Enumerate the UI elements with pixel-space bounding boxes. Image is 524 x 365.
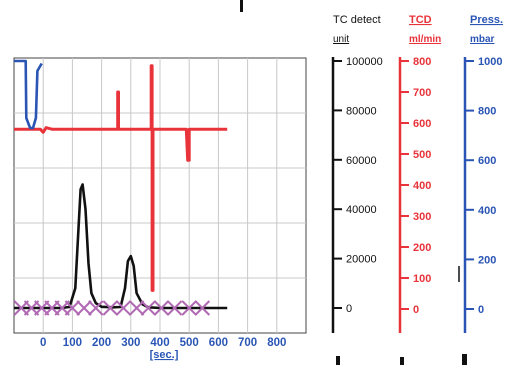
- x-marker: [64, 300, 81, 316]
- axis-tick-label: 500: [413, 149, 431, 161]
- series-line-tcd: [14, 183, 228, 310]
- cropped-top-fragments: [240, 0, 243, 12]
- x-marker: [181, 300, 197, 316]
- x-marker-stroke: [128, 300, 145, 316]
- x-tick-label: 400: [150, 337, 169, 349]
- x-marker: [76, 300, 92, 316]
- cropped-bottom-fragments: [336, 354, 467, 365]
- axis-tick-label: 600: [478, 155, 496, 167]
- axis-tick-label: 60000: [346, 155, 377, 167]
- x-tick-label: 300: [121, 337, 140, 349]
- axis-unit: mbar: [470, 34, 495, 45]
- axis-flow: 0 100 200 300 400 500 600 700 800 TCD ml/min: [398, 14, 441, 333]
- x-tick-label: 600: [209, 337, 228, 349]
- axis-tick-label: 20000: [346, 254, 377, 266]
- x-axis-label: [sec.]: [150, 349, 179, 361]
- axis-tick-label: 300: [413, 211, 431, 223]
- x-marker-stroke: [166, 300, 183, 316]
- axis-unit: ml/min: [409, 34, 441, 45]
- x-marker: [140, 300, 157, 316]
- axis-tick-label: 800: [478, 106, 496, 118]
- series-line-press: [14, 59, 43, 130]
- x-marker: [194, 300, 211, 316]
- axis-title: TC detect: [333, 14, 381, 26]
- x-marker: [153, 300, 170, 316]
- x-marker-stroke: [140, 300, 157, 316]
- x-tick-label: 0: [40, 337, 46, 349]
- axis-tick-label: 100000: [346, 56, 383, 68]
- x-marker-stroke: [88, 300, 104, 316]
- axis-unit: unit: [333, 34, 349, 45]
- x-tick-label: 200: [92, 337, 111, 349]
- axis-tcd: 0 20000 40000 60000 80000 100000 TC detect unit: [331, 14, 383, 333]
- axis-tick-label: 40000: [346, 204, 377, 216]
- x-marker-stroke: [76, 300, 92, 316]
- axis-press: 0 200 400 600 800 1000 Press. mbar: [463, 14, 503, 333]
- x-marker: [88, 300, 104, 316]
- series-line-flow: [14, 64, 228, 292]
- x-tick-label: 100: [63, 337, 82, 349]
- x-marker-stroke: [64, 300, 81, 316]
- axis-tick-label: 400: [478, 205, 496, 217]
- axis-tick-label: 400: [413, 180, 431, 192]
- x-marker: [166, 300, 183, 316]
- axis-tick-label: 0: [478, 304, 484, 316]
- x-marker-stroke: [181, 300, 197, 316]
- axis-tick-label: 0: [346, 303, 352, 315]
- axis-tick-label: 0: [413, 304, 419, 316]
- x-marker: [102, 300, 119, 316]
- axis-tick-label: 200: [413, 242, 431, 254]
- x-tick-label: 500: [180, 337, 199, 349]
- x-marker-stroke: [194, 300, 211, 316]
- x-marker: [128, 300, 145, 316]
- x-marker: [115, 300, 132, 316]
- x-marker-stroke: [102, 300, 119, 316]
- axis-tick-label: 100: [413, 273, 431, 285]
- x-marker-stroke: [153, 300, 170, 316]
- x-tick-label: 800: [267, 337, 286, 349]
- axis-title: TCD: [409, 14, 432, 26]
- cropped-bar-fragment: [240, 0, 243, 12]
- cropped-bar-fragment: [400, 357, 404, 365]
- axis-tick-label: 200: [478, 254, 496, 266]
- x-axis: 0 100 200 300 400 500 600 700 800 [sec.]: [40, 337, 286, 361]
- x-marker-stroke: [115, 300, 132, 316]
- cropped-bar-fragment: [336, 356, 340, 365]
- axis-title: Press.: [470, 14, 503, 26]
- plot-area: [13, 57, 307, 334]
- axis-tick-label: 600: [413, 118, 431, 130]
- axis-tick-label: 800: [413, 56, 431, 68]
- axis-tick-label: 700: [413, 87, 431, 99]
- x-tick-label: 700: [238, 337, 257, 349]
- cropped-bar-fragment: [462, 354, 467, 365]
- axis-tick-label: 1000: [478, 56, 502, 68]
- axis-tick-label: 80000: [346, 105, 377, 117]
